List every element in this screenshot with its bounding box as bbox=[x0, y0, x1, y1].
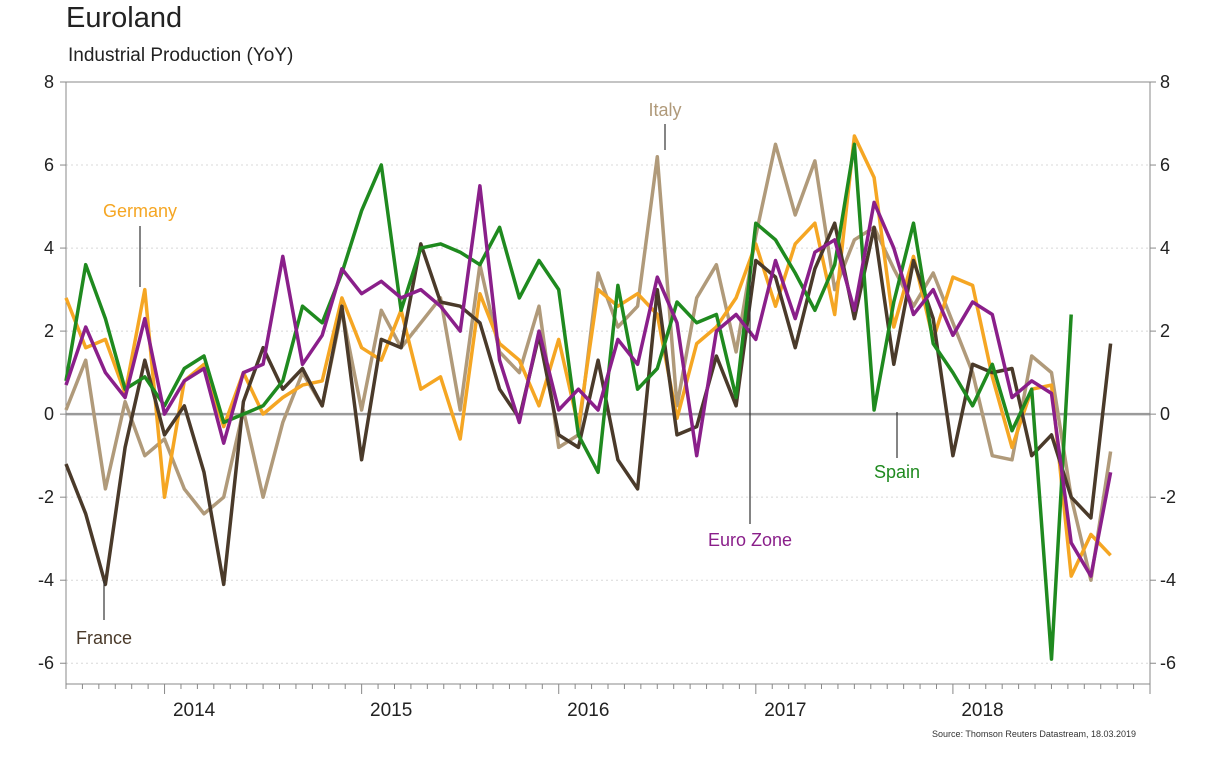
series-label-france: France bbox=[76, 628, 132, 648]
y-tick-label-right: -6 bbox=[1160, 653, 1176, 673]
y-tick-label-right: 2 bbox=[1160, 321, 1170, 341]
x-year-label: 2015 bbox=[370, 700, 412, 721]
series-label-euro-zone: Euro Zone bbox=[708, 530, 792, 550]
y-tick-label: 8 bbox=[44, 72, 54, 92]
series-line-spain bbox=[64, 142, 1073, 661]
x-year-label: 2014 bbox=[173, 700, 216, 721]
x-year-label: 2017 bbox=[764, 700, 806, 721]
series-line-euro-zone bbox=[64, 184, 1113, 578]
y-tick-label: 6 bbox=[44, 155, 54, 175]
x-year-label: 2016 bbox=[567, 700, 609, 721]
axes: 8 8 6 6 4 4 2 2 0 0 -2 -2 -4 -4 -6 -6 2014 2015 2016 2017 20… bbox=[38, 72, 1176, 721]
series-line-germany bbox=[64, 134, 1112, 578]
series-label-italy: Italy bbox=[648, 100, 681, 120]
series-lines bbox=[64, 134, 1113, 661]
x-year-label: 2018 bbox=[961, 700, 1003, 721]
y-tick-label: 4 bbox=[44, 238, 54, 258]
y-tick-label-right: 4 bbox=[1160, 238, 1170, 258]
y-tick-label-right: 0 bbox=[1160, 404, 1170, 424]
chart-subtitle: Industrial Production (YoY) bbox=[68, 45, 294, 66]
y-tick-label-right: 8 bbox=[1160, 72, 1170, 92]
y-tick-label: -6 bbox=[38, 653, 54, 673]
chart-title: Euroland bbox=[66, 2, 183, 34]
series-line-france bbox=[64, 221, 1113, 587]
y-tick-label: 0 bbox=[44, 404, 54, 424]
y-tick-label-right: 6 bbox=[1160, 155, 1170, 175]
series-label-spain: Spain bbox=[874, 462, 920, 482]
y-tick-label: 2 bbox=[44, 321, 54, 341]
series-label-germany: Germany bbox=[103, 201, 177, 221]
series-labels: Italy Germany France Spain Euro Zone bbox=[76, 100, 920, 648]
y-tick-label-right: -2 bbox=[1160, 487, 1176, 507]
y-tick-label-right: -4 bbox=[1160, 570, 1176, 590]
y-tick-label: -4 bbox=[38, 570, 54, 590]
source-note: Source: Thomson Reuters Datastream, 18.0… bbox=[932, 729, 1136, 739]
y-tick-label: -2 bbox=[38, 487, 54, 507]
